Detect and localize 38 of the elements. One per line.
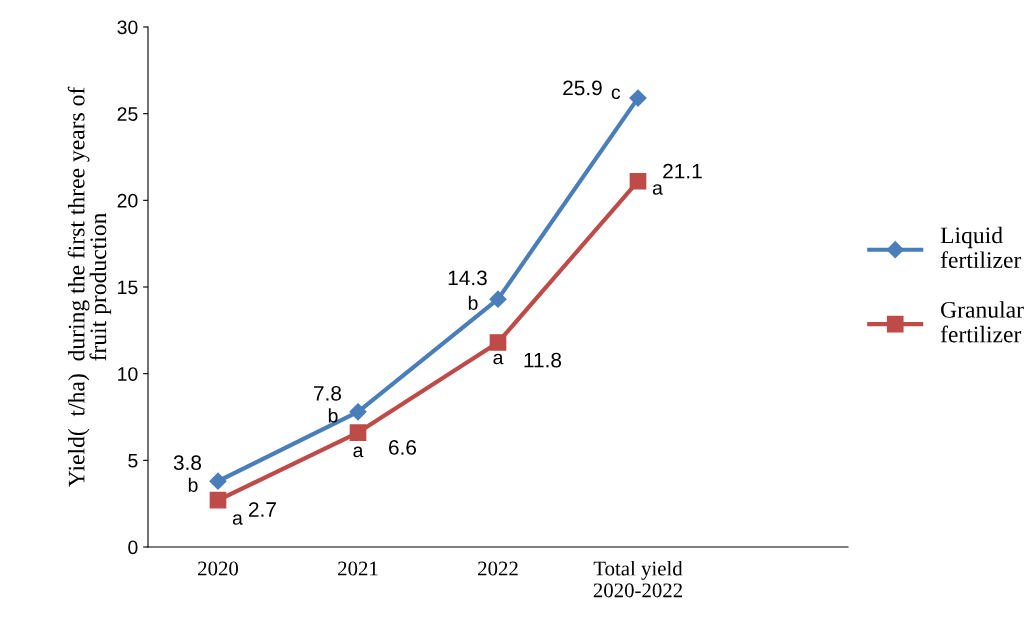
point bbox=[489, 290, 507, 308]
point bbox=[629, 89, 647, 107]
annotation: a bbox=[652, 184, 663, 195]
annotation: a bbox=[493, 353, 504, 365]
annotation: b bbox=[188, 477, 198, 492]
annotation: a bbox=[232, 514, 243, 525]
x-tick-label: Total yield 2020-2022 bbox=[593, 560, 683, 598]
point bbox=[489, 334, 507, 351]
point bbox=[349, 403, 367, 421]
legend-label: Liquid fertilizer bbox=[940, 226, 1022, 269]
point bbox=[629, 172, 647, 190]
data-label: 11.8 bbox=[524, 352, 562, 368]
point bbox=[209, 491, 227, 509]
y-tick-label: 0 bbox=[128, 540, 138, 555]
x-tick-label: 2020 bbox=[198, 561, 239, 576]
y-tick-label: 30 bbox=[117, 20, 138, 35]
data-label: 21.1 bbox=[663, 163, 702, 179]
annotation: b bbox=[468, 295, 478, 310]
point bbox=[349, 424, 367, 441]
data-label: 2.7 bbox=[249, 502, 276, 517]
data-label: 7.8 bbox=[314, 385, 342, 401]
x-tick-label: 2022 bbox=[478, 561, 518, 576]
y-tick-label: 15 bbox=[118, 280, 138, 295]
annotation: a bbox=[353, 446, 364, 458]
point bbox=[209, 472, 227, 490]
data-label: 6.6 bbox=[389, 440, 417, 455]
annotation: b bbox=[328, 408, 338, 423]
data-label: 14.3 bbox=[448, 270, 487, 286]
annotation: c bbox=[611, 88, 621, 100]
data-label: 25.9 bbox=[563, 80, 602, 96]
legend-label: Granular fertilizer bbox=[940, 301, 1024, 343]
x-tick-label: 2021 bbox=[338, 561, 378, 576]
y-tick-label: 5 bbox=[128, 454, 138, 468]
y-tick-label: 20 bbox=[117, 193, 138, 208]
y-axis-title: Yield( t/ha) during the first three years of fruit production bbox=[67, 86, 112, 488]
y-tick-label: 10 bbox=[118, 367, 138, 381]
y-tick-label: 25 bbox=[117, 107, 138, 121]
data-label: 3.8 bbox=[173, 455, 202, 471]
